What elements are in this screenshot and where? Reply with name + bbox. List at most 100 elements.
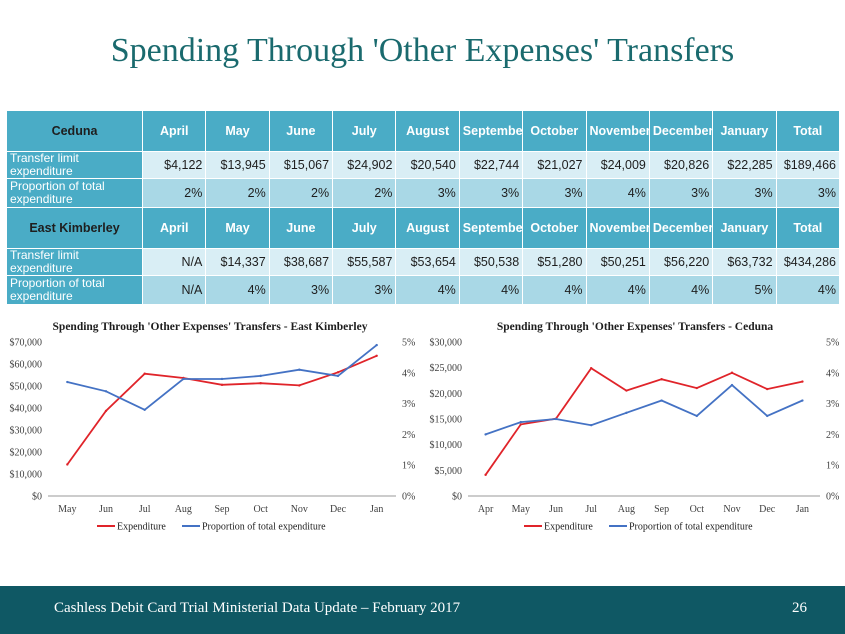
table-cell: $21,027	[522, 151, 587, 179]
table-cell: 4%	[458, 275, 524, 305]
month-header: July	[332, 207, 397, 249]
x-tick-label: Dec	[759, 504, 776, 515]
data-point	[695, 386, 698, 390]
footer-text: Cashless Debit Card Trial Ministerial Da…	[54, 600, 461, 616]
table-row: Transfer limit expenditure $4,122 $13,945 $…	[6, 151, 841, 179]
data-point	[259, 374, 262, 378]
table-cell: $20,540	[395, 151, 460, 179]
y2-tick-label: 5%	[402, 338, 415, 349]
table-row: Proportion of total expenditure 2% 2% 2% 2% 3…	[6, 178, 841, 208]
table-cell: 4%	[585, 178, 650, 208]
x-tick-label: Nov	[723, 504, 740, 515]
x-tick-label: Sep	[654, 504, 669, 515]
y2-tick-label: 3%	[402, 399, 415, 410]
y2-tick-label: 0%	[826, 492, 839, 503]
month-header: June	[268, 207, 334, 249]
month-header: May	[205, 110, 270, 152]
table-cell: $14,337	[205, 248, 270, 276]
x-tick-label: Jul	[139, 504, 151, 515]
spending-table: Ceduna April May June July August September Oct…	[6, 110, 841, 305]
month-header: August	[395, 207, 460, 249]
table-cell: $22,744	[458, 151, 524, 179]
table-cell: $20,826	[648, 151, 714, 179]
table-cell: 3%	[268, 275, 334, 305]
table-cell: $13,945	[205, 151, 270, 179]
month-header: May	[205, 207, 270, 249]
data-point	[590, 366, 593, 370]
x-tick-label: Jan	[370, 504, 383, 515]
table-cell: $51,280	[522, 248, 587, 276]
series-line-proportion	[67, 344, 378, 411]
month-header: September	[458, 110, 524, 152]
row-label: Transfer limit expenditure	[6, 151, 143, 179]
y-tick-label: $20,000	[10, 448, 43, 459]
table-header-row: Ceduna April May June July August September Oct…	[6, 110, 841, 152]
x-tick-label: Dec	[330, 504, 347, 515]
data-point	[801, 399, 804, 402]
table-cell: 3%	[332, 275, 397, 305]
table-cell: 3%	[458, 178, 524, 208]
total-cell: $434,286	[775, 248, 841, 276]
y2-tick-label: 3%	[826, 399, 839, 410]
table-cell: 4%	[522, 275, 587, 305]
data-point	[220, 377, 224, 381]
data-point	[554, 417, 558, 421]
series-line-expenditure	[484, 366, 803, 476]
row-label: Proportion of total expenditure	[6, 275, 143, 305]
y2-tick-label: 2%	[826, 430, 839, 441]
y-tick-label: $60,000	[10, 360, 43, 371]
table-cell: $53,654	[395, 248, 460, 276]
data-point	[801, 380, 804, 383]
data-point	[104, 390, 108, 393]
series-line-expenditure	[66, 354, 378, 466]
y2-tick-label: 2%	[402, 430, 415, 441]
y2-tick-label: 1%	[402, 461, 415, 472]
month-header: December	[648, 110, 714, 152]
legend-label: Proportion of total expenditure	[629, 522, 753, 533]
data-point	[660, 378, 663, 381]
data-point	[519, 420, 522, 424]
x-tick-label: Sep	[215, 504, 230, 515]
table-cell: N/A	[141, 275, 207, 305]
data-point	[143, 408, 146, 411]
table-cell: 3%	[712, 178, 777, 208]
x-tick-label: Jun	[99, 504, 113, 515]
table-cell: 4%	[648, 275, 714, 305]
data-point	[730, 371, 734, 374]
y2-tick-label: 5%	[826, 338, 839, 349]
data-point	[336, 371, 340, 374]
data-point	[104, 409, 108, 413]
table-cell: $24,902	[332, 151, 397, 179]
month-header: October	[522, 207, 587, 249]
legend-label: Proportion of total expenditure	[202, 522, 326, 533]
data-point	[695, 414, 698, 418]
x-tick-label: May	[58, 504, 76, 515]
data-point	[484, 433, 487, 436]
chart-ceduna: Spending Through 'Other Expenses' Transf…	[430, 321, 840, 533]
data-point	[298, 368, 301, 371]
data-point	[143, 372, 146, 375]
data-point	[298, 384, 301, 387]
y-tick-label: $0	[452, 492, 462, 503]
x-tick-label: Aug	[175, 504, 192, 515]
y-tick-label: $70,000	[10, 338, 43, 349]
y-tick-label: $0	[32, 492, 42, 503]
data-point	[625, 411, 628, 415]
table-cell: $15,067	[268, 151, 334, 179]
data-point	[259, 381, 262, 385]
table-cell: $56,220	[648, 248, 714, 276]
data-point	[590, 423, 593, 427]
legend-label: Expenditure	[544, 522, 593, 533]
total-cell: $189,466	[775, 151, 841, 179]
row-label: Proportion of total expenditure	[6, 178, 143, 208]
month-header: November	[585, 110, 650, 152]
y-tick-label: $10,000	[10, 470, 43, 481]
table-cell: $24,009	[585, 151, 650, 179]
data-point	[484, 473, 487, 477]
table-cell: 2%	[332, 178, 397, 208]
x-tick-label: Aug	[618, 504, 635, 515]
data-point	[375, 343, 378, 347]
table-cell: 4%	[395, 275, 460, 305]
x-tick-label: May	[512, 504, 530, 515]
total-cell: 3%	[775, 178, 841, 208]
